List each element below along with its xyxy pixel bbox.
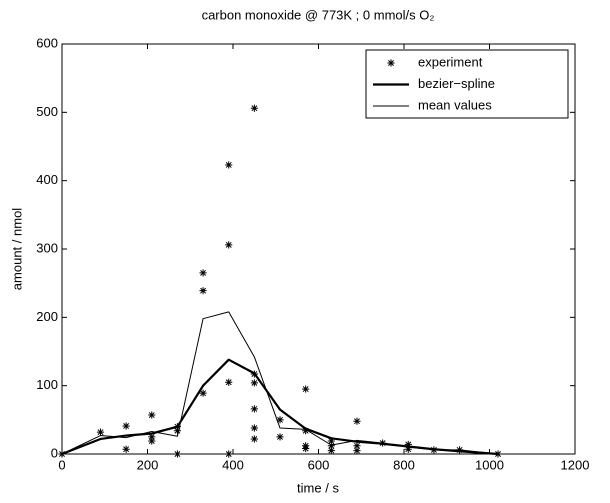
asterisk	[225, 241, 233, 249]
asterisk	[387, 59, 395, 67]
asterisk	[302, 444, 310, 453]
data-point	[96, 428, 105, 436]
data-point	[225, 161, 233, 169]
data-point	[404, 440, 412, 449]
y-axis-label: amount / nmol	[9, 208, 24, 290]
data-point	[250, 405, 258, 413]
data-point	[225, 450, 233, 458]
asterisk	[199, 287, 207, 295]
asterisk	[302, 385, 310, 393]
data-point	[225, 378, 233, 386]
data-point	[353, 446, 361, 455]
asterisk	[122, 445, 130, 453]
x-tick-label: 1000	[475, 457, 504, 472]
asterisk	[148, 411, 156, 419]
data-point	[302, 444, 310, 453]
asterisk	[199, 269, 207, 277]
data-point	[327, 442, 335, 450]
y-tick-label: 0	[51, 445, 58, 460]
data-point	[173, 450, 182, 458]
data-point	[276, 433, 284, 441]
asterisk	[250, 435, 258, 443]
data-point	[122, 422, 130, 430]
legend-label: mean values	[418, 97, 492, 112]
asterisk	[302, 427, 310, 435]
data-point	[199, 287, 207, 295]
legend-marker	[387, 59, 395, 67]
asterisk	[148, 437, 156, 445]
asterisk	[327, 442, 335, 450]
chart-title: carbon monoxide @ 773K ; 0 mmol/s O₂	[202, 7, 435, 22]
data-point	[122, 445, 130, 453]
y-tick-label: 300	[36, 240, 58, 255]
x-tick-label: 0	[58, 457, 65, 472]
asterisk	[276, 433, 284, 441]
y-tick-label: 100	[36, 377, 58, 392]
data-point	[148, 411, 156, 419]
data-point	[225, 241, 233, 249]
asterisk	[122, 422, 130, 430]
data-point	[327, 446, 335, 455]
asterisk	[276, 416, 284, 424]
series-line	[61, 311, 499, 455]
data-point	[353, 417, 361, 425]
data-point	[250, 104, 258, 112]
series-line	[61, 358, 499, 456]
data-point	[302, 385, 310, 393]
x-tick-label: 600	[308, 457, 330, 472]
data-point	[404, 445, 412, 453]
asterisk	[250, 104, 258, 112]
data-point	[250, 379, 258, 387]
data-point	[276, 416, 284, 424]
asterisk	[404, 445, 412, 453]
asterisk	[353, 442, 361, 450]
asterisk	[404, 440, 412, 449]
x-axis-label: time / s	[297, 480, 339, 495]
asterisk	[173, 427, 182, 435]
asterisk	[225, 161, 233, 169]
asterisk	[327, 437, 335, 445]
x-tick-label: 200	[137, 457, 159, 472]
asterisk	[148, 433, 156, 441]
data-point	[327, 437, 335, 445]
asterisk	[225, 450, 233, 458]
asterisk	[353, 417, 361, 425]
asterisk	[250, 405, 258, 413]
x-tick-label: 400	[222, 457, 244, 472]
x-tick-label: 1200	[561, 457, 590, 472]
legend-label: bezier−spline	[418, 76, 495, 91]
data-point	[302, 427, 310, 435]
data-point	[173, 427, 182, 435]
data-point	[199, 269, 207, 277]
y-tick-label: 600	[36, 35, 58, 50]
asterisk	[353, 446, 361, 455]
y-tick-label: 200	[36, 309, 58, 324]
y-tick-label: 500	[36, 104, 58, 119]
asterisk	[250, 424, 258, 432]
asterisk	[225, 378, 233, 386]
asterisk	[250, 379, 258, 387]
data-point	[250, 424, 258, 432]
x-tick-label: 800	[393, 457, 415, 472]
data-point	[148, 433, 156, 441]
asterisk	[327, 446, 335, 455]
legend-label: experiment	[418, 54, 483, 69]
data-point	[250, 435, 258, 443]
data-point	[148, 437, 156, 445]
data-point	[353, 442, 361, 450]
y-tick-label: 400	[36, 172, 58, 187]
asterisk	[173, 450, 182, 458]
asterisk	[199, 389, 207, 397]
asterisk	[96, 428, 105, 436]
data-point	[199, 389, 207, 397]
